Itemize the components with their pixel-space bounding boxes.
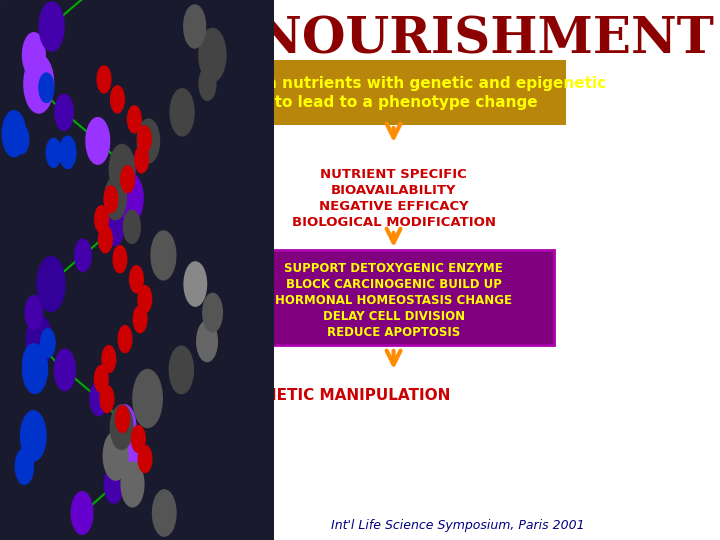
Text: BIOLOGICAL MODIFICATION: BIOLOGICAL MODIFICATION bbox=[292, 217, 495, 230]
Circle shape bbox=[15, 449, 33, 484]
FancyBboxPatch shape bbox=[241, 250, 554, 345]
FancyBboxPatch shape bbox=[221, 60, 566, 125]
Circle shape bbox=[94, 366, 108, 393]
Text: BLOCK CARCINOGENIC BUILD UP: BLOCK CARCINOGENIC BUILD UP bbox=[286, 278, 502, 291]
Circle shape bbox=[60, 136, 76, 168]
Circle shape bbox=[121, 462, 144, 507]
Text: Interaction nutrients with genetic and epigenetic
as to lead to a phenotype chan: Interaction nutrients with genetic and e… bbox=[181, 76, 606, 110]
Circle shape bbox=[104, 465, 123, 503]
Text: GENE NOURISHMENT: GENE NOURISHMENT bbox=[73, 16, 714, 64]
Circle shape bbox=[39, 73, 54, 103]
Circle shape bbox=[118, 431, 143, 480]
Circle shape bbox=[104, 186, 117, 213]
Text: BIOAVAILABILITY: BIOAVAILABILITY bbox=[330, 185, 456, 198]
Circle shape bbox=[90, 382, 107, 415]
Circle shape bbox=[138, 286, 152, 313]
Circle shape bbox=[71, 492, 93, 534]
Circle shape bbox=[99, 226, 112, 253]
Circle shape bbox=[123, 210, 140, 244]
Circle shape bbox=[130, 266, 143, 293]
Circle shape bbox=[25, 296, 42, 329]
Circle shape bbox=[199, 29, 226, 82]
Circle shape bbox=[132, 426, 145, 453]
Text: NUTRIENT SPECIFIC: NUTRIENT SPECIFIC bbox=[320, 168, 467, 181]
Circle shape bbox=[121, 166, 135, 193]
Circle shape bbox=[199, 67, 216, 100]
Circle shape bbox=[113, 246, 127, 273]
Circle shape bbox=[184, 262, 207, 306]
Circle shape bbox=[110, 405, 133, 449]
Circle shape bbox=[102, 346, 116, 373]
Circle shape bbox=[37, 256, 65, 312]
Circle shape bbox=[22, 33, 45, 77]
Text: SUPPORT DETOXYGENIC ENZYME: SUPPORT DETOXYGENIC ENZYME bbox=[284, 261, 503, 274]
Circle shape bbox=[116, 406, 130, 433]
Circle shape bbox=[113, 147, 135, 192]
Circle shape bbox=[105, 208, 124, 246]
Circle shape bbox=[138, 126, 151, 153]
Circle shape bbox=[2, 111, 26, 157]
Text: REDUCE APOPTOSIS: REDUCE APOPTOSIS bbox=[327, 326, 460, 339]
Circle shape bbox=[86, 118, 109, 164]
Circle shape bbox=[26, 315, 53, 367]
Circle shape bbox=[100, 386, 114, 413]
Circle shape bbox=[22, 344, 44, 386]
Circle shape bbox=[104, 177, 127, 220]
Circle shape bbox=[135, 146, 148, 173]
Text: NEGATIVE EFFICACY: NEGATIVE EFFICACY bbox=[319, 200, 469, 213]
Circle shape bbox=[133, 306, 147, 333]
Circle shape bbox=[203, 293, 222, 332]
Circle shape bbox=[127, 106, 141, 133]
Circle shape bbox=[170, 89, 194, 136]
Circle shape bbox=[138, 446, 152, 472]
Circle shape bbox=[54, 349, 76, 390]
Circle shape bbox=[24, 55, 53, 113]
Circle shape bbox=[111, 86, 125, 113]
Circle shape bbox=[113, 405, 136, 449]
Circle shape bbox=[95, 206, 109, 233]
Text: GENETIC MANIPULATION: GENETIC MANIPULATION bbox=[240, 388, 450, 402]
Circle shape bbox=[75, 239, 91, 272]
Circle shape bbox=[55, 94, 73, 130]
Circle shape bbox=[109, 144, 135, 195]
Circle shape bbox=[197, 321, 217, 362]
Circle shape bbox=[103, 431, 128, 480]
Circle shape bbox=[151, 231, 176, 280]
Text: HORMONAL HOMEOSTASIS CHANGE: HORMONAL HOMEOSTASIS CHANGE bbox=[275, 294, 512, 307]
Circle shape bbox=[97, 66, 111, 93]
Text: DELAY CELL DIVISION: DELAY CELL DIVISION bbox=[323, 309, 464, 322]
Circle shape bbox=[21, 411, 46, 461]
Circle shape bbox=[153, 490, 176, 536]
Circle shape bbox=[22, 344, 48, 394]
Circle shape bbox=[118, 326, 132, 353]
Text: Int'l Life Science Symposium, Paris 2001: Int'l Life Science Symposium, Paris 2001 bbox=[331, 518, 585, 531]
Circle shape bbox=[138, 119, 160, 163]
Circle shape bbox=[14, 125, 29, 154]
Circle shape bbox=[39, 2, 64, 51]
Circle shape bbox=[46, 138, 61, 167]
Circle shape bbox=[118, 174, 143, 222]
Circle shape bbox=[40, 329, 55, 357]
Circle shape bbox=[184, 5, 206, 48]
Circle shape bbox=[169, 346, 194, 394]
Circle shape bbox=[133, 369, 162, 428]
